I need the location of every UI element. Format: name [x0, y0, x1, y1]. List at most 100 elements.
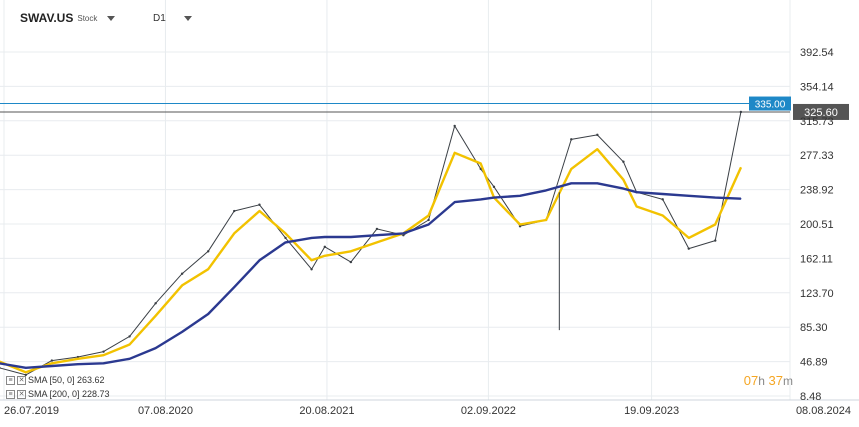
data-point	[402, 232, 405, 235]
x-tick-label: 08.08.2024	[796, 405, 851, 417]
data-point	[233, 286, 235, 288]
data-point	[77, 358, 79, 360]
data-point	[480, 162, 482, 165]
data-point	[102, 362, 105, 364]
data-point	[596, 148, 598, 150]
data-point	[570, 168, 572, 170]
data-point	[25, 367, 27, 369]
data-point	[77, 363, 79, 365]
data-point	[740, 198, 742, 200]
data-point	[323, 245, 327, 249]
data-point	[324, 236, 326, 238]
data-point	[622, 160, 625, 163]
data-point	[739, 110, 743, 114]
data-point	[519, 195, 521, 197]
x-tick-label: 19.09.2023	[624, 405, 679, 417]
y-tick-label: 315.73	[800, 116, 834, 128]
data-point	[662, 214, 664, 217]
price-level-box	[749, 96, 791, 111]
price-level-label: 325.60	[804, 107, 838, 119]
settings-icon[interactable]: ≡	[6, 375, 15, 385]
data-point	[284, 236, 287, 240]
y-tick-label: 200.51	[800, 219, 834, 231]
symbol-selector[interactable]: SWAV.US Stock	[20, 10, 116, 26]
timer-minutes: 37	[768, 373, 783, 388]
chart-series	[0, 110, 743, 377]
data-point	[155, 315, 157, 317]
close-icon[interactable]: ✕	[17, 389, 26, 399]
data-point	[545, 189, 547, 192]
x-tick-label: 26.07.2019	[4, 405, 59, 417]
data-point	[207, 268, 209, 270]
x-tick-label: 07.08.2020	[138, 405, 193, 417]
price-level-label: 335.00	[755, 100, 786, 111]
candle-countdown: 07h 37m	[744, 373, 793, 388]
series-line-sma-50-0-	[0, 148, 742, 374]
data-point	[51, 365, 53, 367]
timeframe-selector[interactable]: D1	[153, 10, 192, 26]
data-point	[233, 232, 235, 235]
chevron-down-icon[interactable]	[183, 15, 192, 21]
indicator-legend-sma50[interactable]: ≡ ✕ SMA [50, 0] 263.62	[6, 375, 105, 385]
indicator-label: SMA [50, 0] 263.62	[28, 375, 105, 385]
data-point	[181, 284, 183, 286]
data-point	[310, 259, 313, 261]
data-point	[25, 371, 27, 373]
data-point	[284, 241, 287, 243]
data-point	[480, 198, 482, 200]
data-point	[206, 250, 210, 253]
data-point	[51, 362, 53, 364]
timer-minutes-unit: m	[783, 374, 793, 388]
data-point	[714, 223, 716, 226]
data-point	[622, 179, 625, 181]
indicator-label: SMA [200, 0] 228.73	[28, 389, 110, 399]
data-point	[258, 203, 261, 206]
data-point	[258, 210, 261, 212]
data-point	[740, 166, 742, 169]
data-point	[180, 272, 184, 275]
data-point	[128, 335, 131, 338]
y-tick-label: 85.30	[800, 322, 828, 334]
y-tick-label: 162.11	[800, 253, 833, 265]
data-point	[310, 237, 313, 239]
indicator-legend-sma200[interactable]: ≡ ✕ SMA [200, 0] 228.73	[6, 389, 110, 399]
data-point	[428, 223, 430, 226]
data-point	[155, 347, 157, 349]
data-point	[493, 196, 495, 199]
y-tick-label: 392.54	[800, 47, 834, 59]
data-point	[128, 343, 131, 346]
data-point	[661, 198, 664, 201]
y-tick-label: 8.48	[800, 391, 821, 403]
data-point	[714, 196, 716, 199]
data-point	[518, 225, 522, 228]
data-point	[349, 260, 353, 264]
y-tick-label: 277.33	[800, 150, 834, 162]
data-point	[0, 366, 1, 369]
data-point	[375, 227, 379, 231]
price-level-tag	[793, 103, 849, 120]
data-point	[284, 232, 287, 235]
data-point	[636, 191, 638, 193]
data-point	[687, 247, 690, 250]
instrument-type: Stock	[77, 13, 98, 23]
data-point	[154, 302, 157, 305]
data-point	[102, 354, 105, 356]
close-icon[interactable]: ✕	[17, 375, 26, 385]
price-levels: 335.00 325.60	[0, 96, 849, 120]
x-axis: 26.07.2019 07.08.2020 20.08.2021 02.09.2022…	[4, 405, 851, 417]
x-tick-label: 20.08.2021	[299, 405, 354, 417]
data-point	[207, 313, 209, 315]
data-point	[310, 268, 313, 271]
data-point	[570, 138, 573, 141]
data-point	[688, 195, 690, 197]
data-point	[428, 214, 430, 217]
data-point	[102, 350, 105, 353]
settings-icon[interactable]: ≡	[6, 389, 15, 399]
data-point	[324, 255, 326, 257]
timer-hours: 07	[743, 373, 759, 388]
data-point	[181, 331, 183, 333]
chevron-down-icon[interactable]	[107, 15, 116, 21]
data-point	[636, 205, 638, 208]
x-tick-label: 02.09.2022	[461, 405, 516, 417]
